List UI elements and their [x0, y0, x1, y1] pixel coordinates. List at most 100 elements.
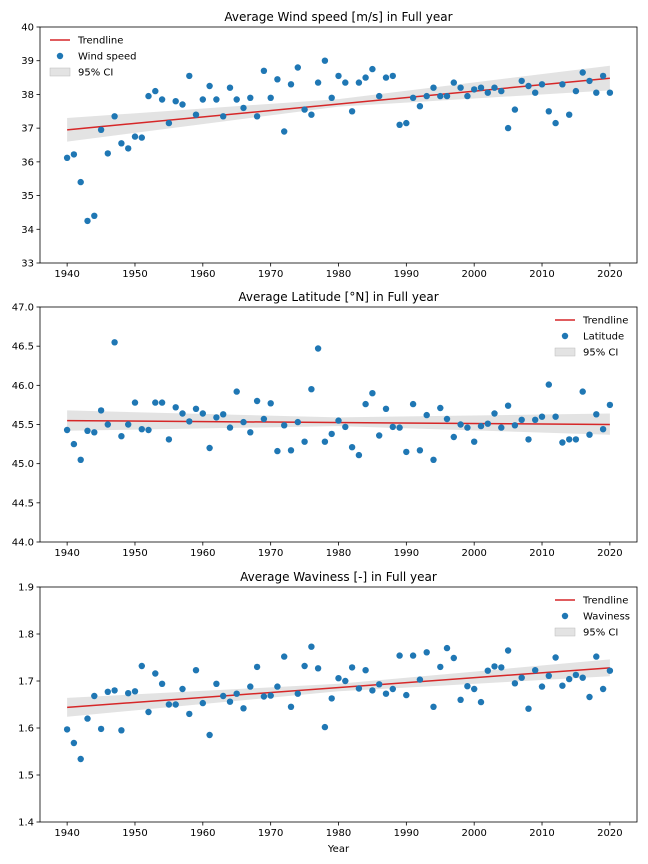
data-point — [328, 695, 335, 702]
data-point — [389, 423, 396, 431]
legend-latitude: Trendline Latitude 95% CI — [551, 311, 633, 363]
data-point — [579, 69, 586, 76]
data-point — [267, 94, 274, 102]
legend-wind-speed: Trendline Wind speed 95% CI — [46, 31, 137, 83]
data-point — [450, 79, 457, 86]
data-point — [586, 693, 593, 701]
data-point — [599, 426, 607, 433]
data-point — [518, 674, 525, 681]
data-point — [403, 448, 410, 456]
data-point — [314, 345, 322, 352]
data-point — [484, 667, 491, 674]
data-point — [220, 411, 227, 418]
data-point — [437, 663, 444, 671]
data-point — [118, 433, 125, 440]
x-tick-label: 1950 — [122, 548, 147, 559]
x-tick-label: 1990 — [394, 269, 419, 280]
x-tick-label: 1980 — [326, 269, 351, 280]
data-point — [301, 438, 308, 445]
data-point — [281, 653, 288, 660]
x-tick-label: 2010 — [529, 828, 554, 839]
data-point — [545, 108, 552, 115]
data-point — [430, 84, 437, 91]
data-point — [382, 74, 390, 81]
data-point — [247, 94, 254, 102]
data-point — [532, 416, 539, 423]
data-point — [396, 424, 403, 431]
data-point — [572, 671, 580, 679]
data-point — [63, 426, 71, 434]
data-point — [233, 388, 240, 395]
x-tick-label: 2020 — [597, 269, 622, 280]
data-point — [172, 98, 179, 105]
data-point — [97, 407, 105, 414]
data-point — [287, 81, 295, 88]
y-tick-label: 1.4 — [18, 818, 34, 829]
x-tick-label: 2000 — [461, 548, 486, 559]
data-point — [206, 82, 213, 90]
data-point — [158, 399, 166, 406]
data-point — [91, 429, 98, 436]
data-point — [423, 649, 430, 656]
x-tick-label: 1940 — [54, 269, 79, 280]
data-point — [396, 652, 403, 659]
data-point — [253, 397, 261, 405]
data-point — [267, 400, 274, 407]
data-point — [247, 429, 254, 436]
data-point — [396, 121, 403, 128]
data-point — [77, 456, 84, 463]
data-point — [131, 133, 139, 140]
data-point — [240, 104, 247, 112]
data-point — [138, 426, 145, 433]
data-point — [267, 692, 274, 699]
legend-ci-label: 95% CI — [78, 68, 113, 79]
legend-trend-label: Trendline — [582, 596, 628, 607]
y-tick-label: 1.5 — [18, 771, 34, 782]
data-point — [84, 715, 91, 722]
data-point — [301, 662, 308, 670]
data-point — [498, 424, 505, 431]
data-point — [566, 675, 573, 683]
data-point — [362, 667, 369, 674]
legend-ci-label: 95% CI — [583, 348, 618, 359]
x-tick-label: 1970 — [258, 548, 283, 559]
data-point — [226, 698, 234, 705]
data-point — [525, 436, 532, 443]
data-point — [335, 417, 342, 424]
data-point — [389, 72, 396, 80]
data-point — [457, 84, 464, 91]
x-tick-label: 2000 — [461, 269, 486, 280]
data-point — [104, 421, 112, 428]
data-point — [437, 92, 444, 100]
data-point — [77, 178, 84, 186]
data-point — [593, 411, 600, 418]
y-tick-label: 40 — [21, 23, 34, 34]
data-point — [220, 113, 227, 120]
data-point — [199, 410, 206, 417]
data-point — [593, 89, 600, 96]
data-point — [308, 386, 315, 393]
data-point — [579, 674, 586, 681]
data-point — [206, 444, 213, 452]
data-point — [226, 84, 234, 91]
data-point — [125, 145, 132, 152]
data-point — [376, 432, 383, 439]
data-point — [538, 81, 546, 88]
x-tick-label: 2010 — [529, 548, 554, 559]
data-point — [63, 726, 71, 733]
data-point — [355, 451, 363, 459]
data-point — [321, 438, 329, 445]
data-point — [369, 65, 376, 73]
data-point — [362, 74, 369, 81]
data-point — [525, 705, 532, 712]
data-point — [321, 723, 329, 731]
x-tick-label: 1960 — [190, 828, 215, 839]
data-point — [125, 421, 132, 428]
data-point — [511, 422, 519, 429]
data-point — [471, 438, 478, 445]
chart-title: Average Waviness [-] in Full year — [240, 570, 437, 584]
data-point — [348, 444, 356, 451]
data-point — [145, 92, 152, 100]
data-point — [165, 436, 173, 443]
